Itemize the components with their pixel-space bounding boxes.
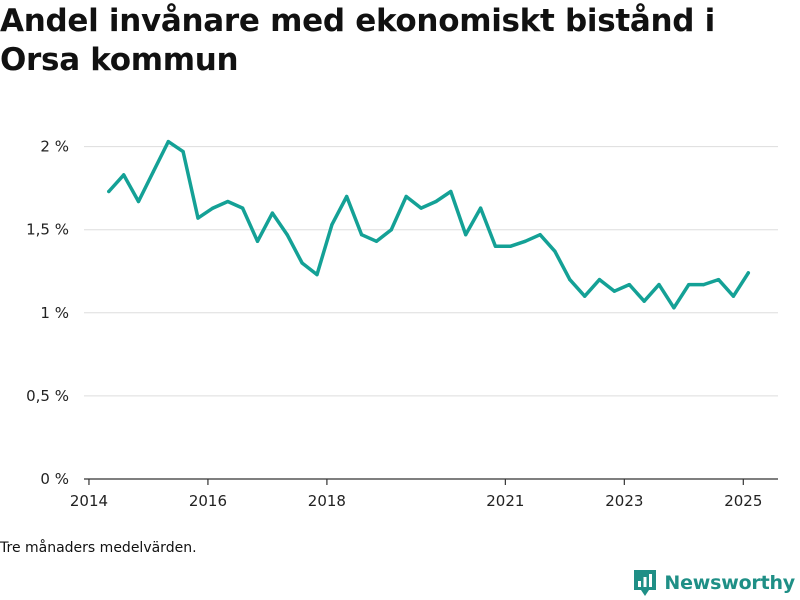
data-point	[493, 244, 497, 248]
data-point	[449, 189, 453, 194]
data-point	[479, 206, 483, 210]
y-tick-label: 1,5 %	[26, 221, 69, 239]
data-point	[136, 199, 141, 204]
data-point	[672, 306, 676, 310]
data-point	[553, 249, 557, 253]
data-point	[270, 211, 274, 215]
data-point	[315, 273, 319, 277]
data-point	[196, 216, 200, 220]
y-tick-label: 1 %	[40, 304, 69, 322]
data-point	[657, 283, 661, 287]
grid-lines	[84, 146, 778, 397]
data-point	[211, 206, 215, 210]
data-point	[523, 239, 527, 243]
brand-name: Newsworthy	[664, 572, 795, 594]
data-point	[151, 169, 155, 174]
data-point	[389, 228, 393, 232]
x-tick-label: 2014	[70, 492, 108, 510]
data-point	[702, 283, 706, 287]
data-point	[538, 233, 542, 237]
y-axis-labels: 0 % 0,5 % 1 % 1,5 % 2 %	[26, 138, 69, 488]
data-point	[122, 173, 126, 177]
data-point	[508, 244, 512, 248]
data-point	[241, 206, 245, 210]
x-axis-ticks: 2014 2016 2018 2021 2023 2025	[70, 479, 762, 510]
data-point	[419, 206, 423, 210]
data-point	[181, 150, 185, 154]
data-point	[568, 278, 572, 282]
data-point	[642, 299, 646, 303]
data-point	[687, 283, 691, 287]
data-point	[226, 199, 230, 204]
data-point	[255, 239, 260, 243]
newsworthy-logo: Newsworthy	[632, 568, 795, 598]
data-point	[300, 261, 304, 265]
x-tick-label: 2023	[605, 492, 643, 510]
chart-note: Tre månaders medelvärden.	[0, 540, 197, 556]
x-tick-label: 2016	[189, 492, 227, 510]
y-tick-label: 2 %	[40, 138, 69, 156]
data-point	[374, 239, 379, 243]
data-point	[746, 271, 750, 275]
data-point	[360, 233, 364, 237]
data-points	[107, 140, 750, 310]
chart-title: Andel invånare med ekonomiskt bistånd i …	[0, 3, 715, 78]
data-point	[583, 294, 587, 298]
data-point	[627, 283, 631, 287]
data-point	[107, 189, 111, 194]
data-point	[597, 278, 602, 282]
x-tick-label: 2018	[308, 492, 346, 510]
y-tick-label: 0,5 %	[26, 387, 69, 405]
data-point	[345, 194, 349, 199]
x-tick-label: 2021	[486, 492, 524, 510]
newsworthy-logo-icon	[634, 570, 657, 596]
data-point	[731, 294, 736, 298]
data-point	[166, 140, 170, 144]
data-point	[612, 289, 617, 293]
data-point	[330, 223, 334, 227]
data-point	[716, 278, 721, 282]
y-tick-label: 0 %	[40, 470, 69, 488]
series-line	[107, 139, 751, 310]
data-point	[434, 199, 438, 204]
x-tick-label: 2025	[724, 492, 762, 510]
data-point	[404, 194, 408, 199]
data-point	[464, 233, 468, 237]
data-point	[285, 233, 289, 237]
